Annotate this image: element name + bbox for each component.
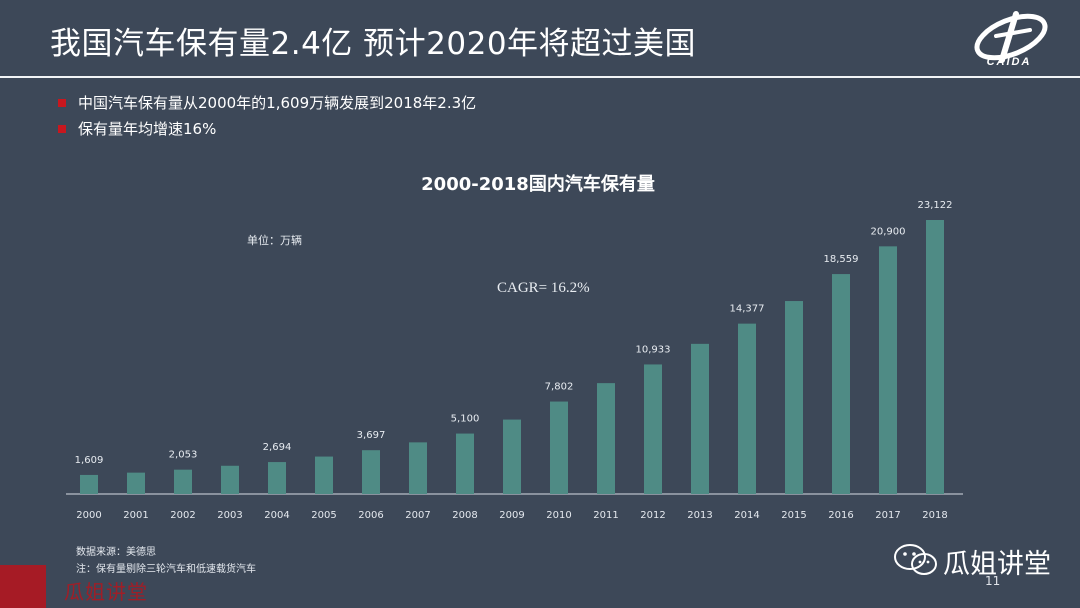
watermark-text: 瓜姐讲堂 bbox=[943, 549, 1051, 580]
unit-label: 单位：万辆 bbox=[247, 233, 302, 247]
slide-title: 我国汽车保有量2.4亿 预计2020年将超过美国 bbox=[50, 26, 697, 62]
bar-2013 bbox=[691, 343, 709, 494]
x-tick-label: 2010 bbox=[546, 510, 571, 521]
bar-2003 bbox=[221, 465, 239, 494]
x-tick-label: 2006 bbox=[358, 510, 383, 521]
bullet-list: 中国汽车保有量从2000年的1,609万辆发展到2018年2.3亿 保有量年均增… bbox=[58, 90, 476, 142]
x-tick-label: 2003 bbox=[217, 510, 242, 521]
bar-2007 bbox=[409, 442, 427, 494]
bullet-item: 保有量年均增速16% bbox=[58, 116, 476, 142]
cagr-annotation: CAGR= 16.2% bbox=[497, 280, 590, 296]
bullet-text: 保有量年均增速16% bbox=[78, 120, 217, 138]
x-tick-label: 2000 bbox=[76, 510, 101, 521]
data-label-2014: 14,377 bbox=[730, 304, 765, 315]
x-tick-label: 2007 bbox=[405, 510, 430, 521]
bar-2001 bbox=[127, 472, 145, 494]
bar-2005 bbox=[315, 456, 333, 494]
source-note: 数据来源：美德思 bbox=[76, 547, 156, 558]
header-divider bbox=[0, 76, 1080, 78]
data-label-2018: 23,122 bbox=[918, 200, 953, 211]
x-tick-label: 2015 bbox=[781, 510, 806, 521]
data-label-2002: 2,053 bbox=[169, 450, 198, 461]
x-tick-label: 2011 bbox=[593, 510, 618, 521]
corner-logo-icon bbox=[0, 565, 46, 608]
data-label-2006: 3,697 bbox=[357, 430, 386, 441]
bar-2012 bbox=[644, 364, 662, 494]
corner-watermark-text: 瓜姐讲堂 bbox=[64, 580, 148, 604]
x-tick-label: 2001 bbox=[123, 510, 148, 521]
logo-text: CAIDA bbox=[986, 56, 1032, 68]
bullet-text: 中国汽车保有量从2000年的1,609万辆发展到2018年2.3亿 bbox=[78, 94, 477, 112]
x-tick-label: 2013 bbox=[687, 510, 712, 521]
x-tick-label: 2002 bbox=[170, 510, 195, 521]
x-tick-label: 2005 bbox=[311, 510, 336, 521]
bar-2015 bbox=[785, 301, 803, 494]
bullet-marker-icon bbox=[58, 99, 66, 107]
bar-2018 bbox=[926, 220, 944, 494]
bar-2006 bbox=[362, 450, 380, 494]
x-tick-label: 2014 bbox=[734, 510, 759, 521]
data-label-2012: 10,933 bbox=[636, 344, 671, 355]
x-tick-label: 2017 bbox=[875, 510, 900, 521]
data-label-2016: 18,559 bbox=[824, 254, 859, 265]
data-label-2008: 5,100 bbox=[451, 414, 480, 425]
data-label-2000: 1,609 bbox=[75, 455, 104, 466]
bar-2002 bbox=[174, 469, 192, 494]
bar-2010 bbox=[550, 401, 568, 494]
data-labels-group: 1,609 2,053 2,694 3,697 5,100 7,802 10,933 14,3… bbox=[75, 200, 953, 466]
x-tick-label: 2016 bbox=[828, 510, 853, 521]
bar-2009 bbox=[503, 419, 521, 494]
x-tick-labels-group: 2000 2001 2002 2003 2004 2005 2006 2007 2008 2009… bbox=[76, 510, 947, 521]
bullet-item: 中国汽车保有量从2000年的1,609万辆发展到2018年2.3亿 bbox=[58, 90, 476, 116]
bar-2011 bbox=[597, 383, 615, 494]
caida-logo-icon bbox=[974, 11, 1048, 63]
bar-2016 bbox=[832, 274, 850, 494]
x-tick-label: 2004 bbox=[264, 510, 289, 521]
bars-group bbox=[80, 220, 944, 494]
footnote: 注：保有量剔除三轮汽车和低速载货汽车 bbox=[76, 564, 256, 575]
bar-2000 bbox=[80, 474, 98, 494]
wechat-icon bbox=[894, 544, 937, 575]
page-number: 11 bbox=[985, 574, 1001, 588]
bar-2008 bbox=[456, 433, 474, 494]
x-tick-label: 2009 bbox=[499, 510, 524, 521]
x-tick-label: 2008 bbox=[452, 510, 477, 521]
x-tick-label: 2012 bbox=[640, 510, 665, 521]
bar-2017 bbox=[879, 246, 897, 494]
data-label-2010: 7,802 bbox=[545, 382, 574, 393]
data-label-2004: 2,694 bbox=[263, 442, 292, 453]
bar-2004 bbox=[268, 462, 286, 494]
x-tick-label: 2018 bbox=[922, 510, 947, 521]
bullet-marker-icon bbox=[58, 125, 66, 133]
data-label-2017: 20,900 bbox=[871, 226, 906, 237]
chart-title: 2000-2018国内汽车保有量 bbox=[421, 173, 655, 195]
bar-2014 bbox=[738, 323, 756, 494]
